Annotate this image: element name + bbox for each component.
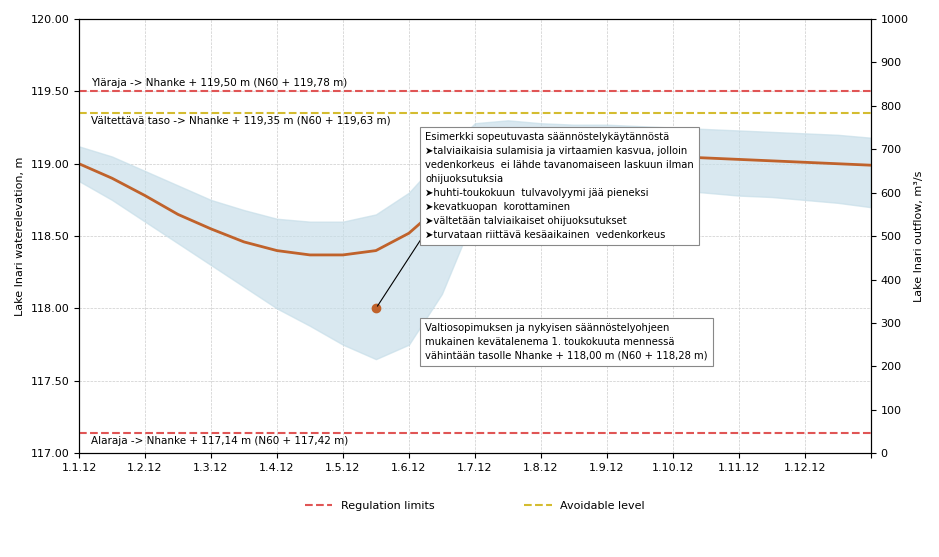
Text: Alaraja -> Nhanke + 117,14 m (N60 + 117,42 m): Alaraja -> Nhanke + 117,14 m (N60 + 117,… <box>91 436 348 446</box>
Y-axis label: Lake Inari waterelevation, m: Lake Inari waterelevation, m <box>15 157 25 316</box>
Text: Valtiosopimuksen ja nykyisen säännöstelyohjeen
mukainen kevätalenema 1. toukokuu: Valtiosopimuksen ja nykyisen säännöstely… <box>425 323 708 361</box>
Legend: Regulation limits, Avoidable level: Regulation limits, Avoidable level <box>300 496 650 515</box>
Text: Vältettävä taso -> Nhanke + 119,35 m (N60 + 119,63 m): Vältettävä taso -> Nhanke + 119,35 m (N6… <box>91 116 391 126</box>
Text: Yläraja -> Nhanke + 119,50 m (N60 + 119,78 m): Yläraja -> Nhanke + 119,50 m (N60 + 119,… <box>91 78 347 88</box>
Text: Esimerkki sopeutuvasta säännöstelykäytännöstä
➤talviaikaisia sulamisia ja virtaa: Esimerkki sopeutuvasta säännöstelykäytän… <box>425 132 694 240</box>
Y-axis label: Lake Inari outflow, m³/s: Lake Inari outflow, m³/s <box>914 170 924 302</box>
